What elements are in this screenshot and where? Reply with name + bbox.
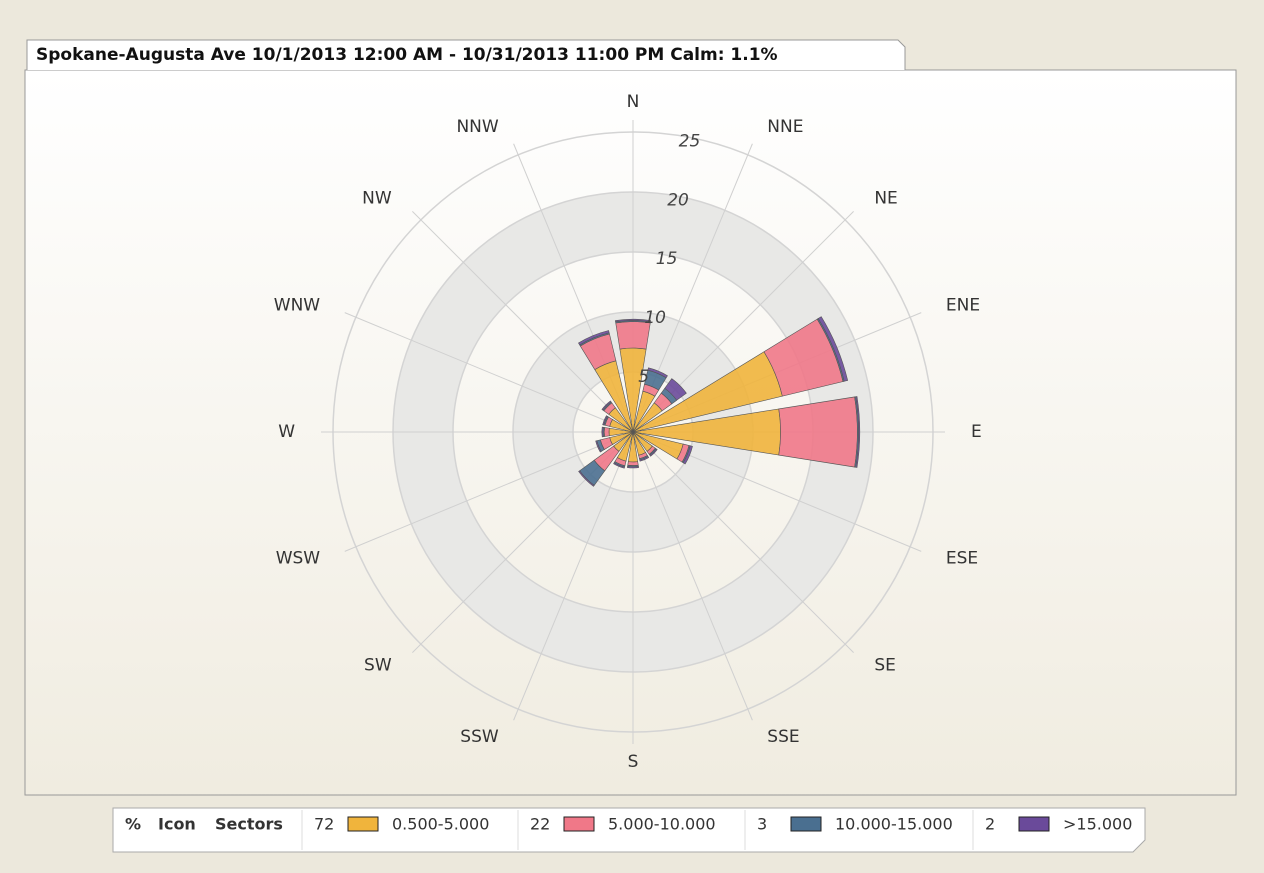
direction-label: NNE — [767, 117, 803, 137]
wedge — [855, 396, 861, 468]
direction-label: E — [971, 422, 982, 442]
wedge — [639, 456, 650, 462]
legend-percent: 22 — [530, 815, 550, 834]
legend-label: >15.000 — [1063, 815, 1132, 834]
direction-label: WSW — [276, 548, 321, 568]
direction-label: NNW — [456, 117, 498, 137]
y-tick-label: 20 — [667, 190, 689, 210]
direction-label: NW — [362, 189, 392, 209]
legend-header: Sectors — [215, 815, 283, 834]
spoke — [513, 431, 634, 721]
legend-percent: 3 — [757, 815, 767, 834]
wedge — [649, 448, 658, 457]
legend-swatch — [563, 816, 595, 832]
wedge — [817, 316, 849, 382]
wedge — [601, 400, 612, 411]
direction-label: NE — [874, 189, 897, 209]
legend-label: 10.000-15.000 — [835, 815, 953, 834]
wedge — [627, 466, 639, 469]
spoke — [344, 312, 634, 433]
legend-header: Icon — [158, 815, 196, 834]
title-tab — [26, 39, 906, 70]
direction-label: S — [628, 752, 639, 772]
spoke — [632, 431, 854, 653]
wedge — [615, 318, 651, 323]
direction-label: SSE — [767, 727, 799, 747]
wedge — [613, 462, 625, 469]
direction-label: SE — [874, 655, 896, 675]
legend-header: % — [125, 815, 141, 834]
spoke — [632, 431, 753, 721]
direction-label: SSW — [460, 727, 499, 747]
direction-label: ENE — [946, 296, 980, 316]
y-tick-label: 5 — [638, 367, 649, 387]
legend-swatch — [347, 816, 379, 832]
direction-label: ESE — [946, 548, 978, 568]
direction-label: N — [627, 92, 640, 112]
wedge — [664, 378, 687, 401]
wedge — [578, 330, 610, 346]
legend-label: 5.000-10.000 — [608, 815, 716, 834]
wedge — [602, 415, 608, 426]
wedge — [603, 427, 610, 437]
legend-label: 0.500-5.000 — [392, 815, 489, 834]
direction-label: WNW — [274, 296, 321, 316]
y-tick-label: 15 — [656, 249, 678, 269]
y-tick-label: 25 — [679, 131, 701, 151]
wedge — [647, 367, 668, 379]
wedge — [578, 470, 595, 487]
wedge — [627, 461, 639, 466]
legend: % Icon Sectors 72 0.500-5.000 22 5.000-10.000 3… — [125, 810, 1132, 850]
spoke — [412, 211, 634, 433]
legend-percent: 2 — [985, 815, 995, 834]
wedge — [682, 445, 693, 465]
direction-label: W — [278, 422, 295, 442]
legend-swatch — [790, 816, 822, 832]
wedge — [601, 426, 604, 438]
legend-percent: 72 — [314, 815, 334, 834]
rose: N NNE NE ENE E ESE SE SSE S SSW SW WSW W WNW NW NNW 5 10 1… — [274, 92, 982, 772]
wedge — [595, 440, 602, 453]
chart-title: Spokane-Augusta Ave 10/1/2013 12:00 AM -… — [36, 45, 778, 65]
spoke — [344, 431, 634, 552]
direction-label: SW — [364, 655, 392, 675]
wedge — [778, 396, 858, 468]
y-tick-label: 10 — [644, 308, 666, 328]
legend-swatch — [1018, 816, 1050, 832]
